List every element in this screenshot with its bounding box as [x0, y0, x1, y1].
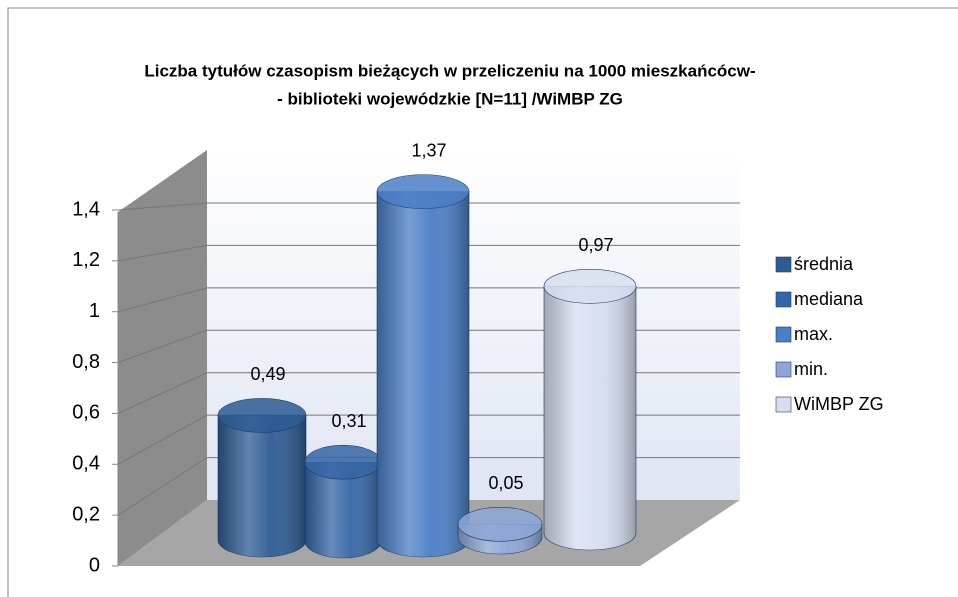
- y-tick-label: 0,2: [72, 503, 100, 525]
- value-label: 0,49: [250, 364, 285, 384]
- y-tick-label: 1,2: [72, 249, 100, 271]
- bar-top: [457, 506, 543, 542]
- legend-swatch: [775, 256, 792, 273]
- value-label: 0,31: [331, 411, 366, 431]
- bar-top: [304, 444, 382, 480]
- frame: [7, 7, 958, 597]
- y-tick-label: 1,4: [72, 198, 100, 220]
- legend-label: mediana: [794, 289, 864, 309]
- side-wall: [118, 150, 207, 566]
- legend-label: WiMBP ZG: [794, 394, 884, 414]
- legend-label: max.: [794, 324, 833, 344]
- legend-label: min.: [794, 359, 828, 379]
- y-tick-label: 0,6: [72, 402, 100, 424]
- bar-shade: [218, 415, 306, 557]
- bar-shade: [544, 286, 636, 550]
- legend-swatch: [775, 326, 792, 343]
- bar-top: [376, 174, 470, 209]
- value-label: 0,05: [488, 473, 523, 493]
- bar-top: [543, 269, 637, 304]
- legend-swatch: [775, 396, 792, 413]
- value-label: 1,37: [411, 140, 446, 160]
- legend-swatch: [775, 361, 792, 378]
- y-tick-label: 0,8: [72, 351, 100, 373]
- bar-top: [217, 398, 307, 433]
- legend-swatch: [775, 291, 792, 308]
- legend-label: średnia: [794, 254, 854, 274]
- grid-line: [117, 244, 740, 262]
- y-tick-label: 1: [89, 300, 100, 322]
- grid-line: [117, 202, 740, 211]
- chart-title: Liczba tytułów czasopism bieżących w prz…: [144, 61, 755, 80]
- bar-shade: [377, 191, 469, 557]
- bar-shade: [305, 462, 381, 558]
- y-tick-label: 0,4: [72, 453, 100, 475]
- chart-title: - biblioteki wojewódzkie [N=11] /WiMBP Z…: [277, 89, 623, 108]
- value-label: 0,97: [578, 235, 613, 255]
- y-tick-label: 0: [89, 554, 100, 576]
